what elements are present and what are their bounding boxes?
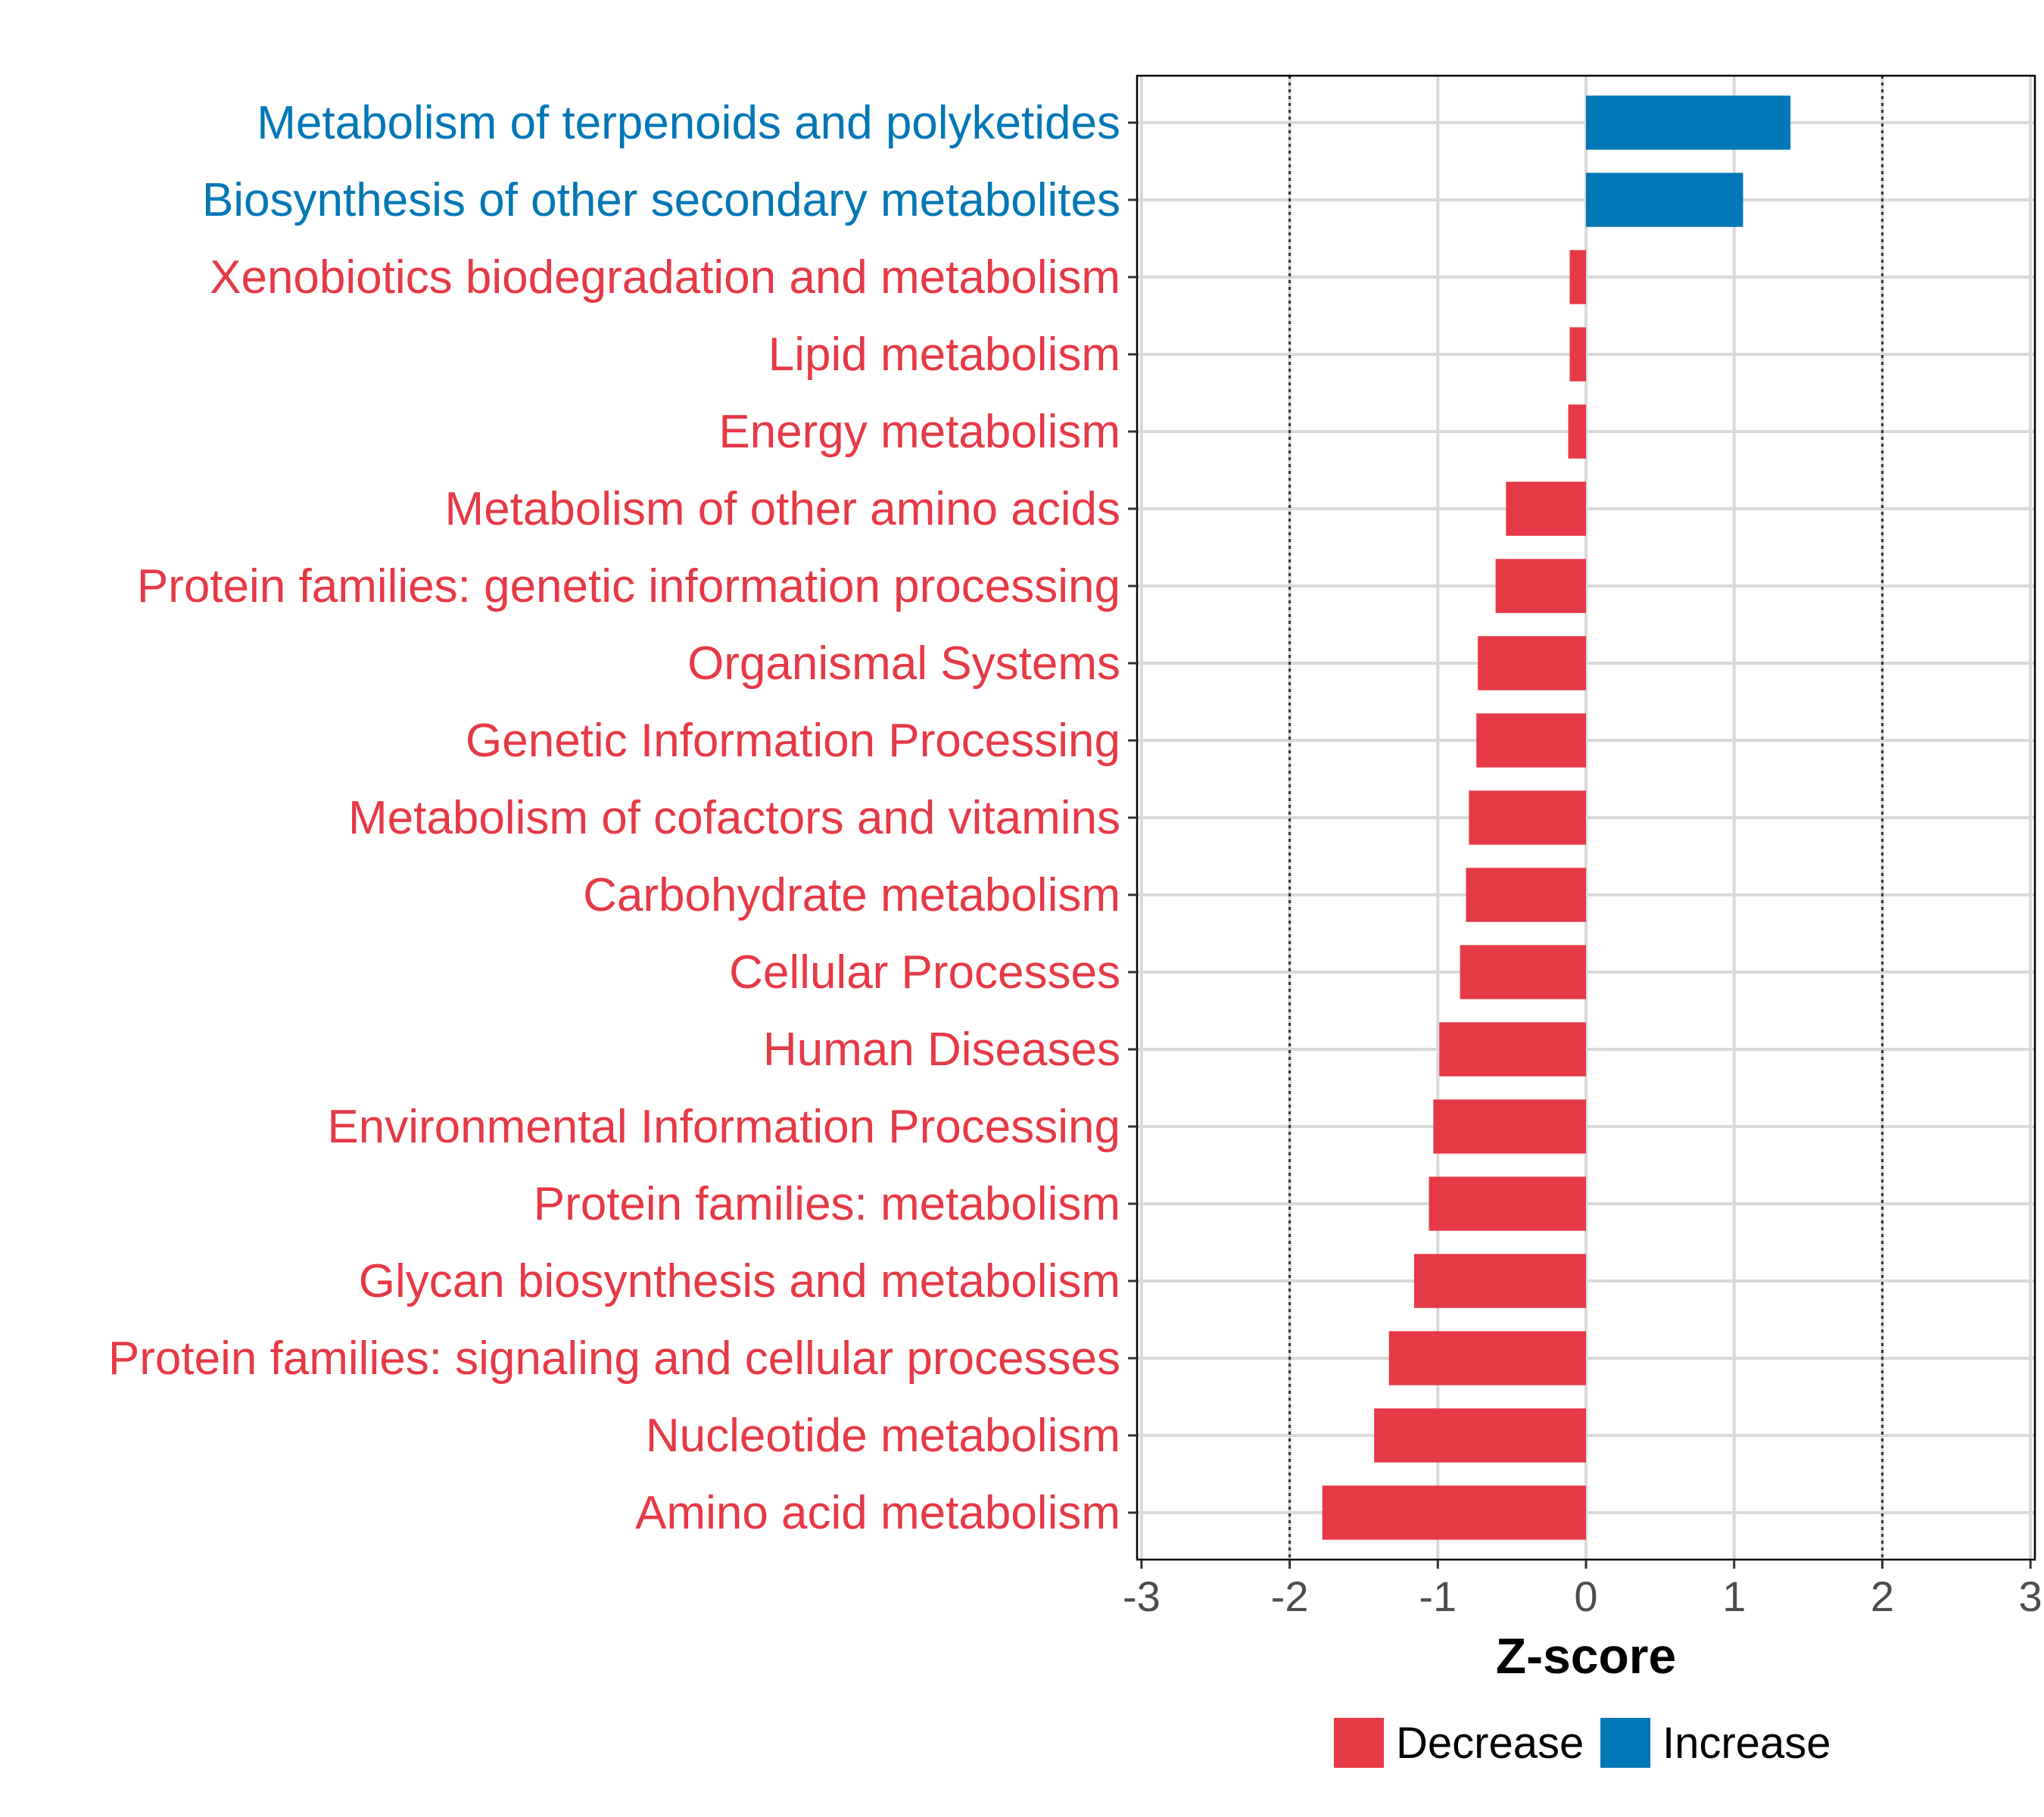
bar bbox=[1429, 1177, 1586, 1231]
bar bbox=[1433, 1099, 1586, 1154]
category-label: Biosynthesis of other secondary metaboli… bbox=[202, 174, 1120, 226]
category-label: Nucleotide metabolism bbox=[646, 1410, 1120, 1462]
x-tick-label: 0 bbox=[1574, 1572, 1597, 1620]
category-label: Carbohydrate metabolism bbox=[583, 869, 1120, 921]
legend-swatch-decrease bbox=[1334, 1718, 1384, 1768]
bars bbox=[1322, 95, 1791, 1540]
bar bbox=[1469, 790, 1586, 845]
bar bbox=[1506, 482, 1586, 536]
bar bbox=[1478, 636, 1586, 690]
bar bbox=[1322, 1485, 1586, 1540]
legend: Decrease Increase bbox=[1334, 1718, 1831, 1768]
category-label: Protein families: signaling and cellular… bbox=[108, 1332, 1120, 1385]
legend-label-increase: Increase bbox=[1662, 1719, 1831, 1768]
bar bbox=[1374, 1408, 1586, 1463]
x-tick-label: -2 bbox=[1271, 1572, 1309, 1620]
bar bbox=[1568, 404, 1586, 459]
category-label: Protein families: genetic information pr… bbox=[137, 560, 1120, 612]
category-label: Lipid metabolism bbox=[768, 329, 1120, 381]
x-tick-label: 2 bbox=[1871, 1572, 1894, 1620]
category-label: Cellular Processes bbox=[729, 946, 1120, 999]
legend-label-decrease: Decrease bbox=[1396, 1719, 1584, 1768]
x-tick-label: -1 bbox=[1419, 1572, 1457, 1620]
category-label: Metabolism of terpenoids and polyketides bbox=[257, 97, 1120, 149]
x-axis-title: Z-score bbox=[1496, 1628, 1676, 1684]
bar bbox=[1586, 173, 1743, 227]
category-label: Metabolism of other amino acids bbox=[444, 483, 1120, 535]
bar bbox=[1413, 1254, 1586, 1308]
category-label: Amino acid metabolism bbox=[635, 1487, 1120, 1539]
reference-lines bbox=[1288, 76, 1884, 1560]
category-label: Protein families: metabolism bbox=[534, 1178, 1120, 1230]
bar bbox=[1569, 250, 1586, 304]
category-label: Glycan biosynthesis and metabolism bbox=[359, 1255, 1120, 1307]
x-tick-label: -3 bbox=[1123, 1572, 1161, 1620]
bar bbox=[1388, 1331, 1586, 1385]
category-label: Genetic Information Processing bbox=[466, 715, 1120, 767]
x-tick-label: 3 bbox=[2019, 1572, 2042, 1620]
y-axis-ticks bbox=[1128, 121, 1137, 1514]
bar bbox=[1586, 95, 1791, 150]
category-label: Human Diseases bbox=[763, 1024, 1120, 1076]
category-label: Organismal Systems bbox=[687, 637, 1120, 690]
category-label: Metabolism of cofactors and vitamins bbox=[348, 792, 1120, 844]
legend-swatch-increase bbox=[1600, 1718, 1650, 1768]
category-label: Xenobiotics biodegradation and metabolis… bbox=[210, 251, 1120, 304]
bar bbox=[1569, 327, 1586, 382]
category-label: Environmental Information Processing bbox=[327, 1101, 1120, 1153]
x-tick-label: 1 bbox=[1722, 1572, 1746, 1620]
bar bbox=[1439, 1022, 1586, 1077]
bar bbox=[1495, 559, 1586, 613]
bar bbox=[1466, 868, 1586, 922]
bar bbox=[1476, 713, 1586, 768]
bar bbox=[1460, 945, 1586, 999]
x-axis-ticks: -3 -2 -1 0 1 2 3 bbox=[1123, 1560, 2042, 1620]
category-label: Energy metabolism bbox=[718, 406, 1120, 458]
category-labels: Metabolism of terpenoids and polyketides… bbox=[108, 97, 1120, 1539]
